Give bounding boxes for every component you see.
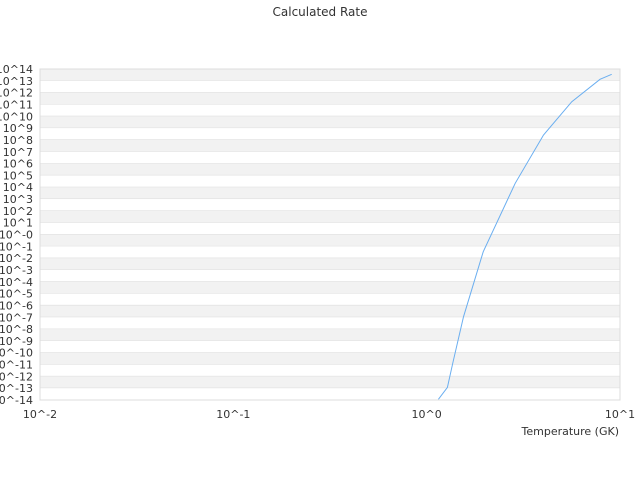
y-tick-label: 10^6 — [3, 158, 33, 171]
grid-band — [40, 340, 620, 353]
series-group — [438, 73, 612, 400]
y-tick-label: 10^3 — [3, 193, 33, 206]
y-axis-ticks: 10^1410^1310^1210^1110^1010^910^810^710^… — [0, 63, 33, 407]
y-tick-label: 10^-1 — [0, 240, 33, 253]
y-tick-label: 10^5 — [3, 169, 33, 182]
grid-band — [40, 187, 620, 200]
x-axis-label: Temperature (GK) — [521, 425, 620, 438]
grid-band — [40, 293, 620, 306]
y-tick-label: 10^-7 — [0, 311, 33, 324]
y-tick-label: 10^1 — [3, 217, 33, 230]
y-tick-label: 10^10 — [0, 110, 33, 123]
grid-band — [40, 222, 620, 235]
grid-band — [40, 199, 620, 211]
grid-band — [40, 175, 620, 188]
y-tick-label: 10^-14 — [0, 394, 33, 407]
y-tick-label: 10^-13 — [0, 382, 33, 395]
y-tick-label: 10^2 — [3, 205, 33, 218]
grid-bands — [40, 69, 620, 401]
plot-frame — [39, 68, 621, 401]
y-tick-label: 10^-4 — [0, 276, 33, 289]
grid-band — [40, 352, 620, 365]
grid-band — [40, 281, 620, 294]
y-tick-label: 10^13 — [0, 75, 33, 88]
y-tick-label: 10^7 — [3, 146, 33, 159]
grid-band — [40, 151, 620, 164]
grid-band — [40, 317, 620, 330]
x-tick-label: 10^-2 — [23, 408, 57, 421]
grid-band — [40, 80, 620, 93]
y-tick-label: 10^12 — [0, 87, 33, 100]
grid-band — [40, 163, 620, 176]
grid-band — [40, 128, 620, 140]
grid-band — [40, 246, 620, 259]
y-tick-label: 10^14 — [0, 63, 33, 76]
grid-band — [40, 388, 620, 400]
y-tick-label: 10^-6 — [0, 299, 33, 312]
y-tick-label: 10^11 — [0, 98, 33, 111]
y-tick-label: 10^9 — [3, 122, 33, 135]
grid-band — [40, 210, 620, 223]
y-tick-label: 10^8 — [3, 134, 33, 147]
x-tick-label: 10^-1 — [216, 408, 250, 421]
grid-band — [40, 92, 620, 105]
x-axis-ticks: 10^-2 10^-1 10^0 10^1 — [23, 408, 635, 421]
y-tick-label: 10^-3 — [0, 264, 33, 277]
grid-band — [40, 376, 620, 389]
grid-band — [40, 364, 620, 377]
grid-band — [40, 305, 620, 318]
y-tick-label: 10^4 — [3, 181, 33, 194]
grid-band — [40, 269, 620, 282]
y-tick-label: 10^-10 — [0, 347, 33, 360]
x-tick-label: 10^1 — [605, 408, 635, 421]
grid-band — [40, 139, 620, 152]
chart-title: Calculated Rate — [273, 5, 368, 19]
grid-band — [40, 69, 620, 81]
y-tick-label: 10^-8 — [0, 323, 33, 336]
x-tick-label: 10^0 — [412, 408, 442, 421]
series-line — [438, 73, 612, 400]
y-tick-label: 10^-2 — [0, 252, 33, 265]
y-tick-label: 10^-5 — [0, 288, 33, 301]
grid-band — [40, 116, 620, 129]
grid-band — [40, 329, 620, 341]
grid-band — [40, 258, 620, 270]
y-tick-label: 10^-0 — [0, 229, 33, 242]
y-tick-label: 10^-9 — [0, 335, 33, 348]
grid-band — [40, 104, 620, 117]
y-tick-label: 10^-12 — [0, 370, 33, 383]
y-tick-label: 10^-11 — [0, 359, 33, 372]
grid-band — [40, 234, 620, 247]
